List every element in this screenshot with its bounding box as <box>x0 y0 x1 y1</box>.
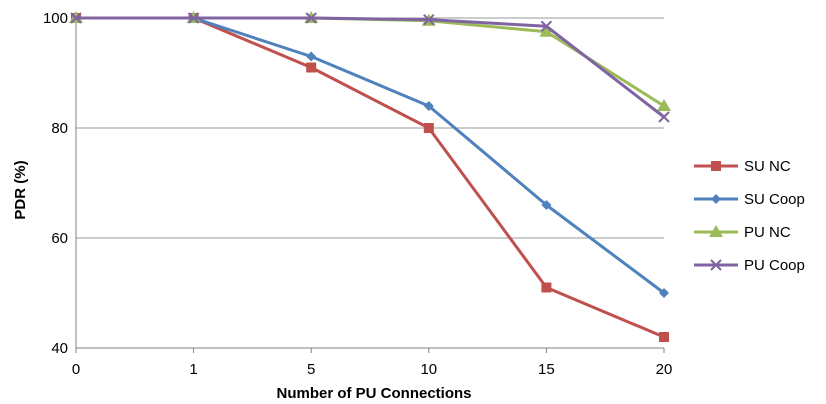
series-pu-nc <box>69 11 671 111</box>
marker-x <box>540 20 553 32</box>
marker-x <box>658 111 670 123</box>
marker-x-stroke <box>187 12 200 24</box>
x-tick-label: 0 <box>72 361 80 378</box>
x-tick-labels: 0 1 5 10 15 20 <box>72 361 673 378</box>
y-axis-title: PDR (%) <box>12 160 29 219</box>
marker-triangle <box>539 24 554 37</box>
marker-x-stroke <box>710 259 722 271</box>
legend-label: PU Coop <box>744 257 805 274</box>
x-axis-title: Number of PU Connections <box>276 385 471 402</box>
legend-item: SU Coop <box>694 191 805 208</box>
series-line <box>76 16 665 108</box>
legend-label: SU NC <box>744 158 791 175</box>
series-lines <box>69 11 671 342</box>
legend-item: PU NC <box>694 224 791 241</box>
y-tick-label: 100 <box>43 10 68 27</box>
legend-label: PU NC <box>744 224 791 241</box>
y-tick-label: 40 <box>51 340 68 357</box>
y-tick-label: 60 <box>51 230 68 247</box>
marker-diamond <box>541 200 552 210</box>
marker-triangle <box>709 225 723 237</box>
marker-x <box>305 12 317 24</box>
marker-x <box>187 12 200 24</box>
marker-x <box>70 12 82 24</box>
y-tick-labels: 40 60 80 100 <box>43 10 68 357</box>
marker-triangle <box>657 99 671 111</box>
series-line <box>76 16 665 119</box>
legend: SU NC SU Coop PU NC PU Coop <box>694 158 805 274</box>
marker-x-stroke <box>423 13 435 26</box>
x-tick-label: 15 <box>538 361 555 378</box>
x-tick-label: 1 <box>189 361 197 378</box>
marker-square <box>711 161 721 171</box>
axes <box>75 18 665 353</box>
y-tick-label: 80 <box>51 120 68 137</box>
marker-x-stroke <box>658 111 670 123</box>
legend-item: PU Coop <box>694 257 805 274</box>
legend-item: SU NC <box>694 158 791 175</box>
series-line <box>76 16 665 339</box>
marker-x-stroke <box>70 12 82 24</box>
series-line <box>76 16 665 295</box>
series-su-nc <box>71 13 669 342</box>
marker-diamond <box>306 51 317 62</box>
x-tick-label: 20 <box>656 361 673 378</box>
marker-diamond <box>423 101 434 111</box>
marker-diamond <box>659 288 669 298</box>
marker-x-stroke <box>305 12 317 24</box>
legend-label: SU Coop <box>744 191 805 208</box>
marker-diamond <box>711 194 721 204</box>
marker-square <box>306 62 317 73</box>
marker-square <box>423 123 434 133</box>
series-pu-coop <box>70 12 670 123</box>
marker-square <box>659 332 669 342</box>
marker-x <box>710 259 722 271</box>
series-su-coop <box>71 13 669 298</box>
x-tick-label: 5 <box>307 361 315 378</box>
marker-square <box>541 282 552 293</box>
marker-x-stroke <box>540 20 553 32</box>
marker-x <box>423 13 435 26</box>
x-tick-label: 10 <box>420 361 437 378</box>
